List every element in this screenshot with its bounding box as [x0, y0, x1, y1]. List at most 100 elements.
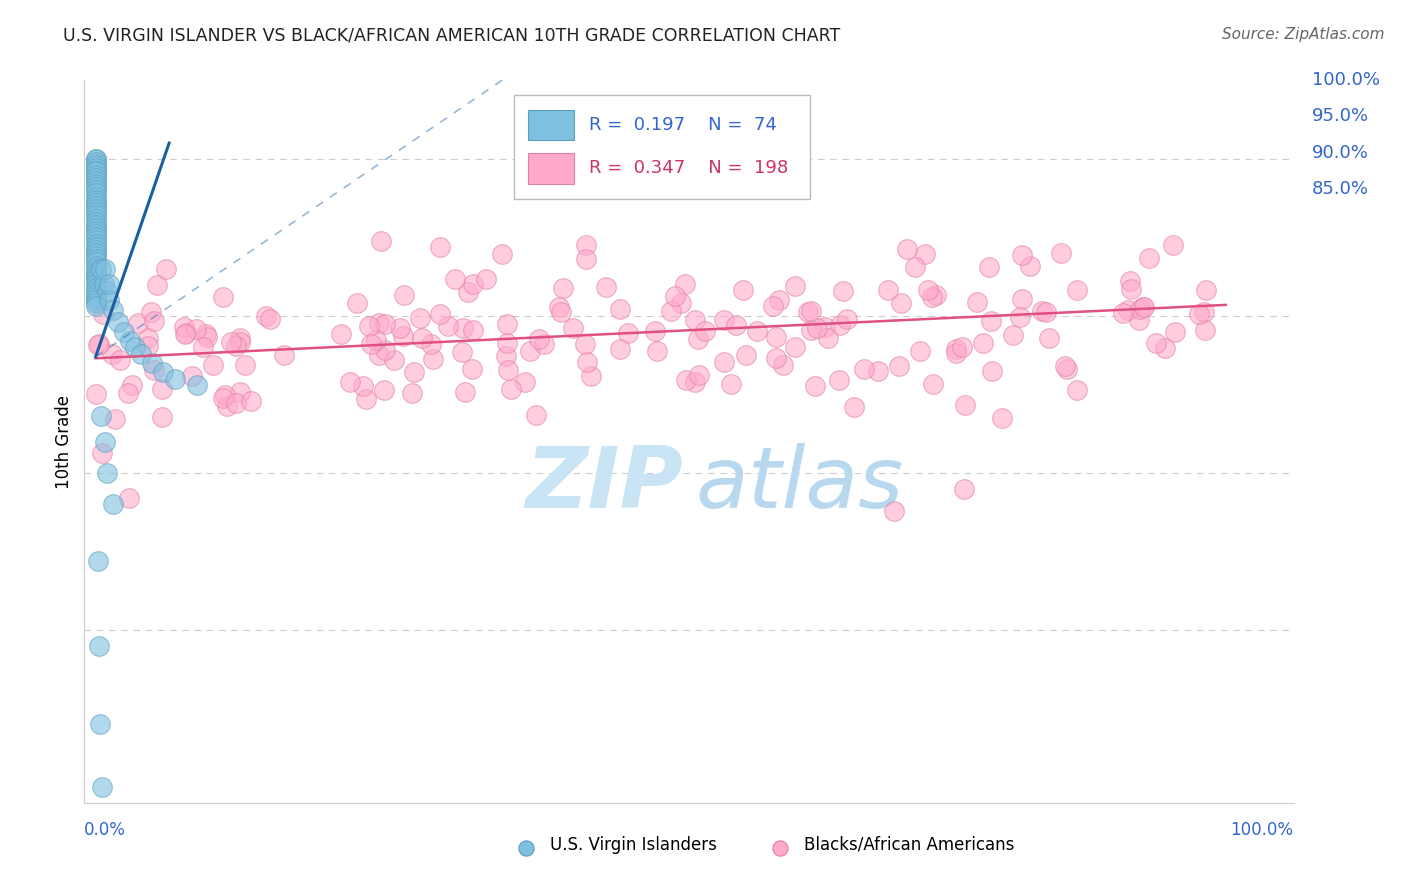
- Point: [575, 252, 598, 266]
- Point: [87, 554, 110, 568]
- Point: [93, 261, 115, 276]
- Point: [228, 331, 250, 345]
- Point: [804, 379, 827, 393]
- Point: [887, 359, 910, 373]
- Point: [917, 283, 939, 297]
- Point: [496, 317, 519, 331]
- Point: [800, 323, 823, 337]
- Point: [515, 375, 537, 389]
- Point: [141, 305, 163, 319]
- Point: [977, 260, 1000, 274]
- Point: [374, 343, 396, 358]
- Point: [496, 335, 519, 350]
- Point: [107, 315, 129, 329]
- Text: U.S. VIRGIN ISLANDER VS BLACK/AFRICAN AMERICAN 10TH GRADE CORRELATION CHART: U.S. VIRGIN ISLANDER VS BLACK/AFRICAN AM…: [63, 27, 841, 45]
- Point: [136, 338, 159, 352]
- Point: [883, 503, 905, 517]
- Point: [186, 378, 208, 392]
- Y-axis label: 10th Grade: 10th Grade: [55, 394, 73, 489]
- Point: [443, 272, 465, 286]
- Point: [93, 277, 115, 292]
- Point: [402, 365, 425, 379]
- Point: [87, 337, 110, 351]
- Point: [852, 362, 875, 376]
- Point: [1128, 313, 1150, 327]
- Point: [173, 320, 195, 334]
- Point: [229, 385, 252, 400]
- Point: [84, 158, 107, 172]
- Point: [90, 261, 112, 276]
- Point: [1192, 305, 1215, 319]
- Text: 85.0%: 85.0%: [1312, 179, 1368, 198]
- Point: [84, 300, 107, 314]
- Point: [659, 304, 682, 318]
- Point: [813, 320, 835, 334]
- Point: [832, 284, 855, 298]
- Text: Blacks/African Americans: Blacks/African Americans: [804, 836, 1014, 854]
- Point: [519, 344, 541, 359]
- Point: [806, 321, 828, 335]
- Point: [118, 491, 141, 505]
- Point: [84, 214, 107, 228]
- Point: [84, 218, 107, 232]
- Point: [529, 332, 551, 346]
- Text: 95.0%: 95.0%: [1312, 107, 1369, 126]
- Point: [273, 348, 295, 362]
- Point: [725, 318, 748, 333]
- Point: [84, 230, 107, 244]
- Point: [84, 249, 107, 263]
- Point: [91, 780, 114, 794]
- Point: [1119, 282, 1142, 296]
- Point: [150, 382, 173, 396]
- Point: [388, 321, 411, 335]
- Point: [890, 295, 912, 310]
- Point: [673, 277, 696, 292]
- Point: [991, 411, 1014, 425]
- Point: [124, 340, 146, 354]
- Point: [84, 296, 107, 310]
- Point: [84, 211, 107, 226]
- Point: [96, 466, 118, 480]
- Point: [496, 363, 519, 377]
- Point: [454, 384, 477, 399]
- Point: [184, 322, 207, 336]
- Point: [84, 208, 107, 222]
- Point: [84, 290, 107, 304]
- Bar: [529, 153, 574, 184]
- Point: [562, 321, 585, 335]
- Point: [174, 326, 197, 341]
- Point: [90, 409, 112, 424]
- Point: [595, 279, 617, 293]
- Point: [411, 331, 433, 345]
- Point: [357, 319, 380, 334]
- Point: [1137, 251, 1160, 265]
- Point: [896, 242, 918, 256]
- Point: [914, 247, 936, 261]
- Point: [368, 316, 391, 330]
- Point: [1164, 325, 1187, 339]
- Point: [233, 358, 256, 372]
- Point: [191, 340, 214, 354]
- Text: atlas: atlas: [695, 443, 903, 526]
- Point: [84, 243, 107, 257]
- Point: [108, 353, 131, 368]
- Point: [91, 446, 114, 460]
- Text: 90.0%: 90.0%: [1312, 144, 1368, 161]
- Point: [84, 280, 107, 294]
- Point: [548, 301, 571, 315]
- Point: [117, 385, 139, 400]
- Point: [408, 310, 430, 325]
- Point: [195, 330, 218, 344]
- Point: [980, 364, 1002, 378]
- Point: [904, 260, 927, 274]
- Point: [370, 234, 392, 248]
- Point: [720, 376, 742, 391]
- Point: [84, 221, 107, 235]
- Point: [609, 301, 631, 316]
- Point: [211, 290, 233, 304]
- Point: [842, 401, 865, 415]
- Point: [152, 410, 174, 425]
- Point: [550, 305, 572, 319]
- Point: [837, 312, 859, 326]
- Text: ZIP: ZIP: [526, 443, 683, 526]
